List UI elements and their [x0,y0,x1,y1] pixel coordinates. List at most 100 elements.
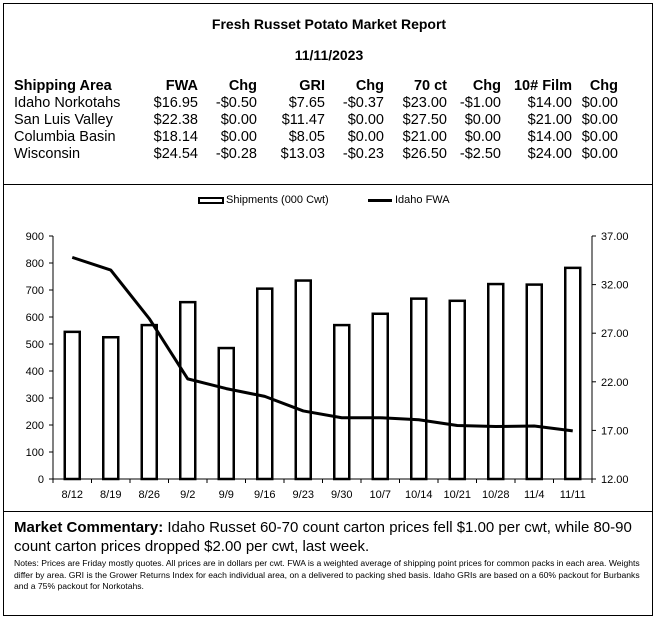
shipments-bar [487,282,505,481]
price-cell: $21.00 [527,112,572,128]
x-tick-label: 11/4 [524,489,545,501]
shipments-bar [140,323,158,481]
shipments-bar [256,287,274,481]
legend-item-shipments: Shipments (000 Cwt) [198,194,329,206]
price-cell: -$0.37 [342,95,384,111]
x-tick-label: 9/30 [331,489,352,501]
area-cell: Idaho Norkotahs [14,95,121,111]
price-cell: $18.14 [153,129,198,145]
price-cell: -$0.50 [215,95,257,111]
table-row: Idaho Norkotahs $16.95 -$0.50 $7.65 -$0.… [14,95,618,112]
price-cell: $24.54 [153,146,198,162]
price-cell: $0.00 [347,129,384,145]
left-tick-label: 0 [38,474,44,486]
shipments-bar [102,336,120,481]
table-row: Wisconsin $24.54 -$0.28 $13.03 -$0.23 $2… [14,146,618,163]
header-cell: Chg [472,78,501,94]
right-tick-label: 12.00 [601,474,629,486]
price-cell: $0.00 [347,112,384,128]
header-cell: GRI [299,78,325,94]
x-tick-label: 10/14 [405,489,433,501]
right-tick-label: 32.00 [601,280,629,292]
left-tick-label: 400 [26,366,44,378]
price-cell: $22.38 [153,112,198,128]
left-tick-label: 800 [26,258,44,270]
shipments-bar [371,312,389,481]
price-cell: $26.50 [402,146,447,162]
legend-label: Shipments (000 Cwt) [226,194,329,206]
price-cell: $0.00 [581,112,618,128]
price-cell: $0.00 [464,129,501,145]
x-tick-label: 11/11 [560,489,586,501]
idaho-fwa-line [71,255,573,433]
header-cell: Chg [589,78,618,94]
price-cell: $14.00 [527,129,572,145]
x-tick-label: 10/28 [482,489,510,501]
line-swatch-icon [368,198,392,202]
legend-item-idaho-fwa: Idaho FWA [368,194,450,206]
price-table: Shipping Area FWA Chg GRI Chg 70 ct Chg … [14,78,618,163]
price-cell: $0.00 [220,129,257,145]
header-cell: Shipping Area [14,78,112,94]
table-row: San Luis Valley $22.38 $0.00 $11.47 $0.0… [14,112,618,129]
area-cell: San Luis Valley [14,112,113,128]
right-tick-label: 27.00 [601,328,629,340]
price-cell: -$0.23 [342,146,384,162]
x-tick-label: 9/2 [180,489,195,501]
price-cell: $27.50 [402,112,447,128]
price-cell: $0.00 [464,112,501,128]
shipments-bar [63,330,81,481]
price-cell: -$2.50 [459,146,501,162]
price-cell: $0.00 [581,95,618,111]
left-tick-label: 900 [26,231,44,243]
shipments-bar [333,323,351,481]
header-cell: FWA [165,78,198,94]
left-tick-label: 300 [26,393,44,405]
header-cell: Chg [228,78,257,94]
price-cell: $13.03 [280,146,325,162]
right-tick-label: 22.00 [601,377,629,389]
price-cell: $7.65 [288,95,325,111]
commentary-text: Idaho Russet 60-70 count carton prices f… [14,519,632,555]
report-frame [3,3,653,616]
shipments-bar [564,266,582,481]
shipments-bar [525,283,543,481]
price-cell: $11.47 [281,112,325,128]
right-tick-label: 17.00 [601,425,629,437]
area-cell: Wisconsin [14,146,81,162]
right-tick-label: 37.00 [601,231,629,243]
price-cell: $0.00 [220,112,257,128]
left-tick-label: 700 [26,285,44,297]
price-cell: $23.00 [402,95,447,111]
x-tick-label: 9/9 [219,489,234,501]
legend-label: Idaho FWA [395,194,450,206]
price-cell: -$1.00 [459,95,501,111]
chart-commentary-divider [3,511,653,512]
shipments-bar [294,279,312,481]
x-tick-label: 9/23 [293,489,314,501]
price-table-header: Shipping Area FWA Chg GRI Chg 70 ct Chg … [14,78,618,95]
area-cell: Columbia Basin [14,129,116,145]
table-chart-divider [3,184,653,185]
left-tick-label: 200 [26,420,44,432]
shipments-bar [410,297,428,481]
report-title: Fresh Russet Potato Market Report [211,16,447,32]
shipments-bar [179,300,197,481]
price-cell: $14.00 [527,95,572,111]
report-date: 11/11/2023 [294,47,364,63]
left-tick-label: 500 [26,339,44,351]
report-notes: Notes: Prices are Friday mostly quotes. … [14,558,640,591]
market-commentary: Market Commentary: Idaho Russet 60-70 co… [14,518,646,556]
x-tick-label: 8/12 [62,489,83,501]
x-tick-label: 8/19 [100,489,121,501]
shipments-bar [217,346,235,481]
price-cell: $0.00 [581,129,618,145]
shipments-price-chart: 0 100 200 300 400 500 600 700 800 900 12.00 17.00 22… [26,231,629,501]
x-tick-label: 10/21 [443,489,471,501]
left-tick-label: 600 [26,312,44,324]
x-tick-label: 10/7 [370,489,391,501]
price-cell: $8.05 [288,129,325,145]
x-tick-label: 9/16 [254,489,275,501]
table-row: Columbia Basin $18.14 $0.00 $8.05 $0.00 … [14,129,618,146]
shipments-bar [448,299,466,481]
